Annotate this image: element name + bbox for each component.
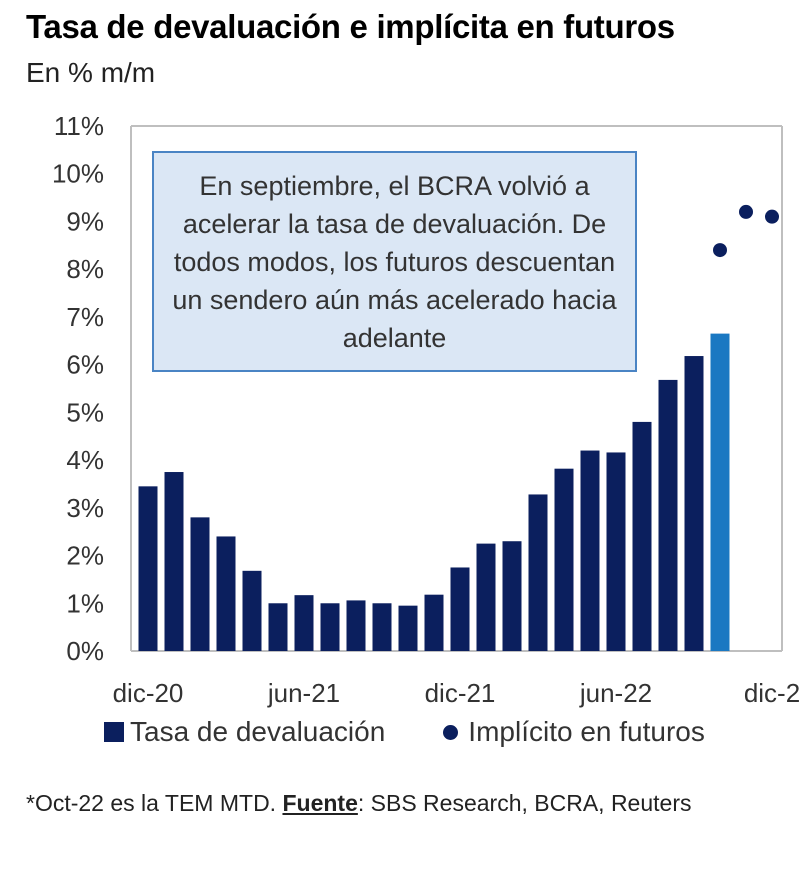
y-tick-label: 9% [66, 206, 104, 236]
bar [164, 472, 184, 651]
bar [502, 541, 522, 651]
chart-title: Tasa de devaluación e implícita en futur… [26, 8, 675, 45]
y-tick-label: 7% [66, 302, 104, 332]
x-tick-label: dic-2 [744, 678, 800, 708]
y-tick-label: 8% [66, 254, 104, 284]
bar [346, 600, 366, 651]
bar [242, 570, 262, 651]
bar [476, 543, 496, 651]
y-tick-label: 11% [54, 111, 104, 141]
legend: Tasa de devaluación Implícito en futuros [104, 716, 763, 748]
bar [138, 486, 158, 651]
y-tick-label: 2% [66, 541, 104, 571]
bar [528, 494, 548, 651]
futures-dot [765, 209, 779, 224]
bar [320, 603, 340, 651]
y-tick-label: 6% [66, 350, 104, 380]
bar [710, 333, 730, 651]
x-tick-label: dic-21 [425, 678, 496, 708]
bar [632, 421, 652, 651]
y-tick-label: 1% [66, 588, 104, 618]
futures-dot [713, 243, 727, 258]
bar [268, 603, 288, 651]
y-tick-label: 4% [66, 445, 104, 475]
bar [294, 595, 314, 651]
y-tick-label: 3% [66, 493, 104, 523]
bar [216, 536, 236, 651]
futures-dot [739, 204, 753, 219]
footnote-suffix: : SBS Research, BCRA, Reuters [357, 790, 692, 816]
chart-svg: 0% 1% 2% 3% 4% 5% 6% 7% 8% 9% 10% 11% dic-20 jun-21 d… [52, 111, 800, 708]
x-tick-label: dic-20 [113, 678, 184, 708]
legend-label-bars: Tasa de devaluación [130, 716, 386, 747]
legend-item-bars: Tasa de devaluación [104, 716, 385, 748]
bar [190, 517, 210, 651]
legend-dot-icon [443, 724, 459, 740]
y-tick-label: 0% [66, 636, 104, 666]
chart-subtitle: En % m/m [26, 57, 156, 88]
bar [450, 567, 470, 651]
x-tick-label: jun-21 [267, 678, 340, 708]
x-tick-label: jun-22 [579, 678, 652, 708]
y-tick-label: 5% [66, 397, 104, 427]
legend-item-dots: Implícito en futuros [443, 716, 705, 748]
bar [554, 468, 574, 651]
legend-label-dots: Implícito en futuros [468, 716, 705, 747]
bar [580, 450, 600, 651]
annotation-box: En septiembre, el BCRA volvió a acelerar… [152, 151, 637, 372]
bar [398, 605, 418, 651]
y-tick-label: 10% [52, 159, 104, 189]
bar [424, 594, 444, 651]
bar [684, 356, 704, 651]
footnote-prefix: *Oct-22 es la TEM MTD. [26, 790, 283, 816]
legend-square-icon [104, 722, 124, 742]
bar [372, 603, 392, 651]
footnote-source-label: Fuente [282, 790, 358, 816]
footnote: *Oct-22 es la TEM MTD. Fuente: SBS Resea… [26, 784, 726, 822]
bar [606, 452, 626, 651]
bar [658, 379, 678, 651]
